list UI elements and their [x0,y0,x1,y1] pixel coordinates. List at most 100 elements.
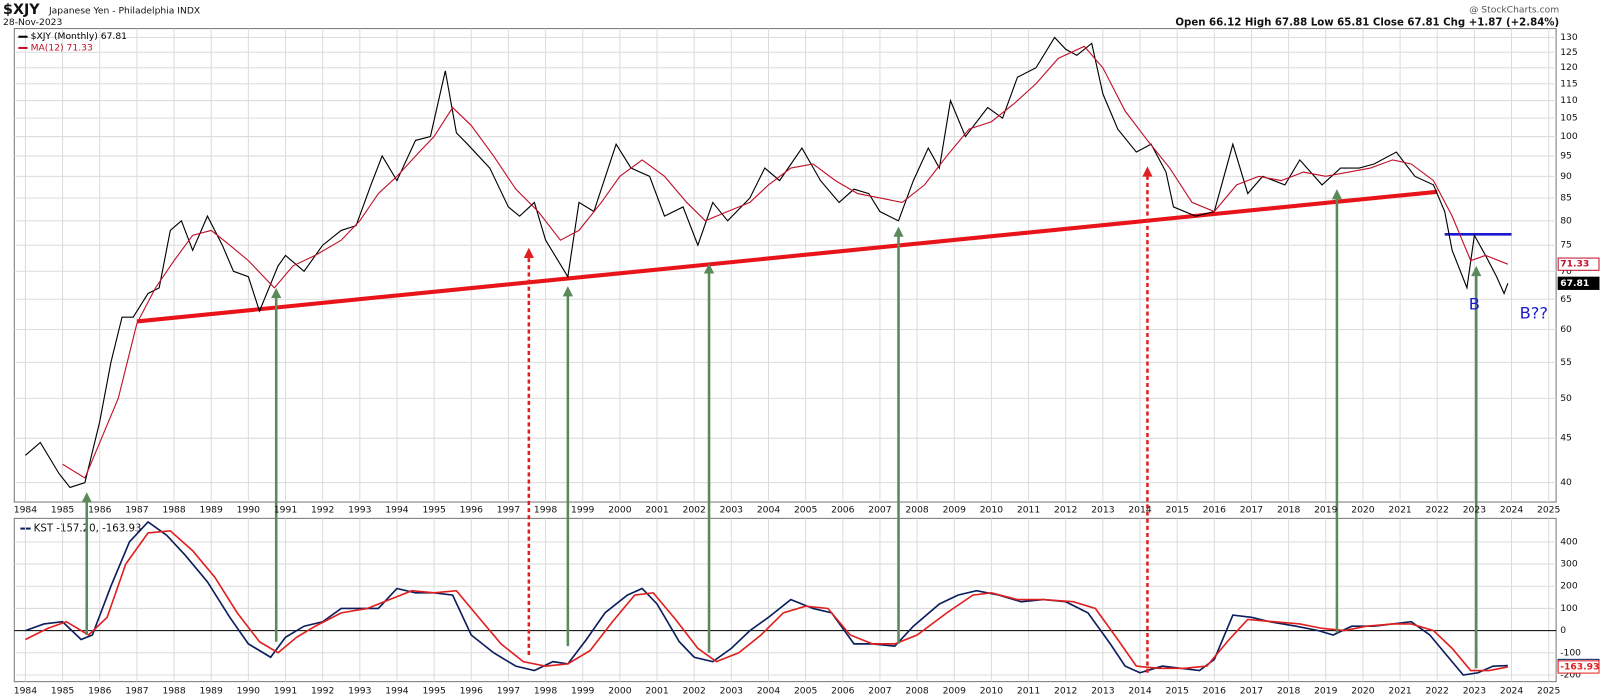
y-tick-label: 105 [1560,113,1578,124]
x-tick-label: 2016 [1203,505,1227,516]
date: 28-Nov-2023 [3,17,62,28]
y-tick-label: 100 [1560,603,1578,614]
x-tick-label: 2009 [943,505,967,516]
y-tick-label: 130 [1560,32,1578,43]
x-tick-label: 1992 [311,685,334,696]
y-tick-label: 90 [1560,171,1572,182]
arrow-head [271,287,282,299]
x-tick-label: 1984 [14,505,38,516]
x-tick-label: 2007 [868,505,892,516]
symbol: $XJY [3,2,40,18]
x-tick-label: 2017 [1240,685,1264,696]
price-panel [13,28,1557,503]
x-tick-label: 2022 [1426,685,1449,696]
x-tick-label: 1991 [274,505,297,516]
x-tick-label: 2000 [608,505,632,516]
x-tick-label: 1986 [88,505,112,516]
x-tick-label: 2001 [645,685,668,696]
x-tick-label: 2007 [868,685,892,696]
series-line [25,36,1509,489]
x-tick-label: 1994 [385,685,409,696]
x-tick-label: 1985 [51,685,75,696]
y-tick-label: 120 [1560,62,1578,73]
arrow-head [1471,265,1482,277]
x-tick-label: 1987 [125,685,149,696]
x-tick-label: 2010 [980,685,1004,696]
x-tick-label: 2003 [720,685,744,696]
x-tick-label: 1990 [237,505,261,516]
x-tick-label: 2000 [608,685,632,696]
y-tick-label: -200 [1560,669,1581,680]
x-tick-label: 1997 [497,685,521,696]
x-tick-label: 2020 [1351,685,1375,696]
x-tick-label: 2016 [1203,685,1227,696]
x-tick-label: 2008 [905,505,929,516]
x-tick-label: 1997 [497,505,521,516]
x-tick-label: 1992 [311,505,334,516]
x-tick-label: 2008 [905,685,929,696]
y-tick-label: 50 [1560,393,1572,404]
x-tick-label: 1993 [348,685,372,696]
x-tick-label: 2014 [1128,505,1152,516]
x-tick-label: 1986 [88,685,112,696]
y-tick-label: 60 [1560,324,1572,335]
y-tick-label: 95 [1560,150,1572,161]
x-tick-label: 2018 [1277,505,1301,516]
x-tick-label: 2014 [1128,685,1152,696]
x-tick-label: 1989 [200,505,224,516]
x-tick-label: 2022 [1426,505,1449,516]
x-tick-label: 2018 [1277,685,1301,696]
x-tick-label: 2019 [1314,685,1338,696]
arrow-head [1142,166,1153,177]
quote: Open 66.12 High 67.88 Low 65.81 Close 67… [1175,17,1559,28]
x-tick-label: 2004 [757,505,781,516]
x-tick-label: 1991 [274,685,297,696]
arrow-head [703,263,715,274]
x-tick-label: 1995 [422,505,446,516]
x-tick-label: 2009 [943,685,967,696]
y-tick-label: 125 [1560,47,1578,58]
trend-line [136,189,1438,324]
x-tick-label: 1996 [460,685,484,696]
x-tick-label: 2021 [1388,505,1411,516]
last-value-label: 71.33 [1560,259,1589,270]
y-tick-label: 65 [1560,294,1572,305]
x-tick-label: 1988 [162,505,186,516]
x-tick-label: 2021 [1388,685,1411,696]
x-tick-label: 2001 [645,505,668,516]
x-tick-label: 2023 [1463,505,1487,516]
x-tick-label: 1999 [571,505,595,516]
last-value-label: 67.81 [1560,278,1589,289]
y-tick-label: 115 [1560,78,1578,89]
y-tick-label: 400 [1560,536,1578,547]
x-tick-label: 1999 [571,685,595,696]
x-tick-label: 2013 [1091,685,1115,696]
series-line [25,529,1509,672]
x-tick-label: 2006 [831,685,855,696]
legend-label: MA(12) 71.33 [31,42,93,53]
x-tick-label: 1994 [385,505,409,516]
x-tick-label: 2010 [980,505,1004,516]
x-tick-label: 2003 [720,505,744,516]
y-tick-label: 110 [1560,95,1578,106]
last-value-tag [1557,660,1600,674]
x-tick-label: 2013 [1091,505,1115,516]
y-tick-label: 75 [1560,240,1572,251]
x-tick-label: 2024 [1500,685,1524,696]
x-tick-label: 2020 [1351,505,1375,516]
x-tick-label: 1985 [51,505,75,516]
x-tick-label: 1988 [162,685,186,696]
x-tick-label: 1993 [348,505,372,516]
x-tick-label: 1998 [534,505,558,516]
last-value-tag [1557,276,1600,290]
arrow-head [562,286,573,297]
x-tick-label: 2005 [794,685,818,696]
x-tick-label: 2024 [1500,505,1524,516]
x-tick-label: 2023 [1463,685,1487,696]
y-tick-label: 45 [1560,433,1572,444]
y-tick-label: 200 [1560,581,1578,592]
arrow-head [1331,189,1343,200]
x-tick-label: 2012 [1054,505,1077,516]
x-tick-label: 2005 [794,505,818,516]
